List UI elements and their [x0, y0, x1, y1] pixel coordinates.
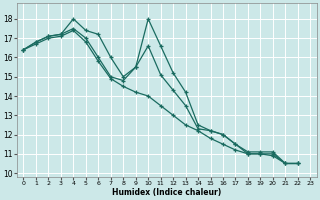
X-axis label: Humidex (Indice chaleur): Humidex (Indice chaleur): [112, 188, 221, 197]
